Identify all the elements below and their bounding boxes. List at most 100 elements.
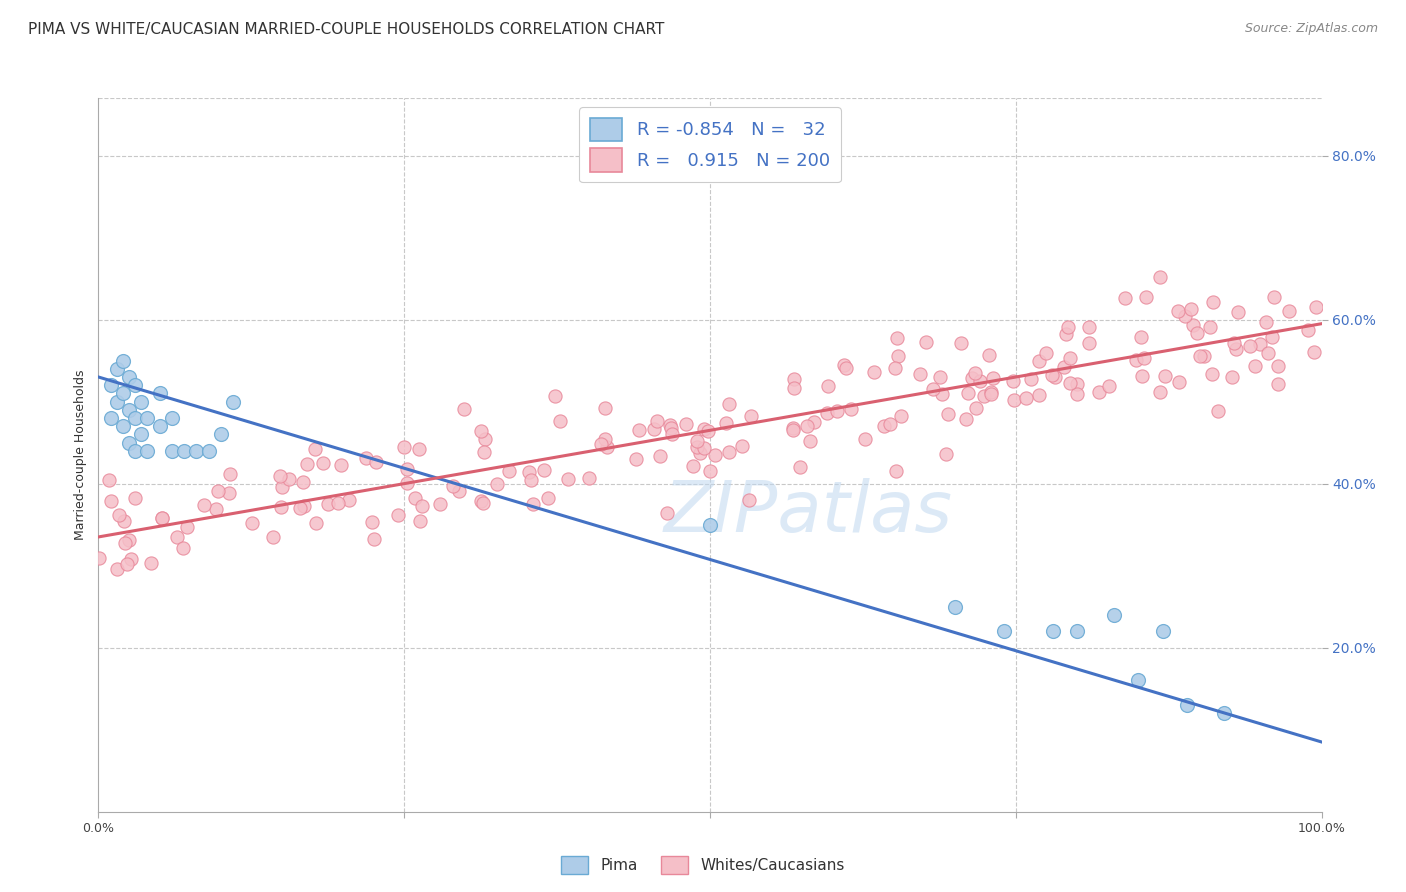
Point [965,366,987,380]
Point [699,464,721,478]
Point [1114,291,1136,305]
Point [817,378,839,392]
Point [693,441,716,455]
Point [361,516,384,530]
Point [1015,392,1038,406]
Point [835,360,858,375]
Point [470,494,492,508]
Point [645,414,668,428]
Point [129,427,152,442]
Point [290,501,312,516]
Point [218,485,240,500]
Point [1175,698,1198,712]
Point [1066,387,1088,401]
Point [1206,404,1229,418]
Point [120,552,142,566]
Point [591,437,613,451]
Point [886,331,908,345]
Point [522,497,544,511]
Point [218,467,240,481]
Point [1098,378,1121,392]
Point [150,511,173,525]
Point [100,378,122,392]
Point [1202,294,1225,309]
Point [1135,289,1157,303]
Legend: Pima, Whites/Caucasians: Pima, Whites/Caucasians [555,850,851,880]
Point [935,447,957,461]
Point [714,416,737,430]
Point [124,443,146,458]
Point [593,432,616,446]
Point [240,516,263,530]
Point [803,415,825,429]
Point [960,371,983,385]
Point [965,401,987,415]
Point [659,421,682,435]
Point [815,406,838,420]
Point [1088,384,1111,399]
Point [1167,303,1189,318]
Point [112,514,135,528]
Point [936,407,959,421]
Point [737,492,759,507]
Point [1261,329,1284,343]
Point [222,394,245,409]
Point [105,361,128,376]
Point [931,387,953,401]
Point [441,479,464,493]
Point [782,421,804,435]
Point [330,458,353,472]
Point [661,427,683,442]
Point [973,389,995,403]
Y-axis label: Married-couple Households: Married-couple Households [73,369,87,541]
Point [1057,319,1080,334]
Point [136,411,159,425]
Point [1303,344,1326,359]
Point [304,442,326,456]
Point [204,502,226,516]
Point [689,446,711,460]
Point [1154,368,1177,383]
Point [1267,359,1289,373]
Point [117,533,139,547]
Point [429,497,451,511]
Point [686,434,709,448]
Point [969,375,991,389]
Point [1128,673,1150,688]
Point [825,404,848,418]
Point [789,460,811,475]
Point [124,411,146,425]
Point [783,372,806,386]
Point [160,411,183,425]
Point [100,411,122,425]
Point [853,433,876,447]
Point [1035,346,1057,360]
Point [981,371,1004,385]
Point [1078,336,1101,351]
Point [659,417,682,432]
Point [411,500,433,514]
Point [1004,392,1026,407]
Point [105,394,128,409]
Point [537,491,560,505]
Point [97,473,120,487]
Point [908,367,931,381]
Point [915,335,938,350]
Point [498,464,520,478]
Point [124,491,146,505]
Point [172,541,194,556]
Point [453,402,475,417]
Point [624,452,647,467]
Point [1305,300,1327,314]
Point [782,423,804,437]
Point [1059,351,1081,365]
Point [1066,624,1088,639]
Point [650,449,672,463]
Point [799,434,821,448]
Point [548,414,571,428]
Point [1043,370,1066,384]
Point [517,465,540,479]
Point [118,402,141,417]
Point [485,476,508,491]
Point [176,520,198,534]
